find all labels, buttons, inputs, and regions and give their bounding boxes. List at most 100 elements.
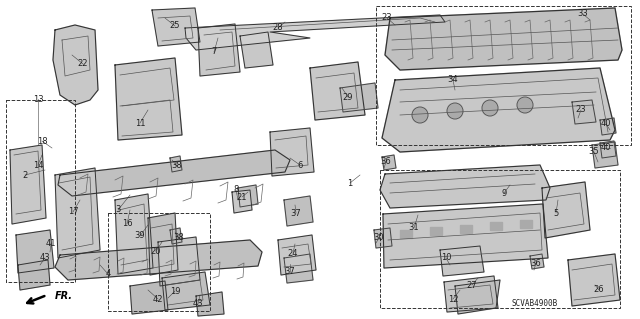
Polygon shape [115,58,182,140]
Circle shape [517,97,533,113]
Polygon shape [382,155,396,170]
Bar [520,220,532,228]
Text: 16: 16 [122,219,132,228]
Text: 33: 33 [578,10,588,19]
Polygon shape [568,254,620,306]
Circle shape [412,107,428,123]
Polygon shape [10,145,46,224]
Polygon shape [162,272,210,310]
Bar [430,227,442,235]
Text: 40: 40 [601,120,611,129]
Polygon shape [284,196,313,226]
Text: 43: 43 [40,254,51,263]
Text: FR.: FR. [55,291,73,301]
Polygon shape [600,141,616,158]
Polygon shape [382,68,615,152]
Text: 31: 31 [409,224,419,233]
Polygon shape [53,25,98,105]
Text: 35: 35 [589,147,599,157]
Bar [400,230,412,238]
Bar [380,170,620,308]
Polygon shape [240,32,273,68]
Text: SCVAB4900B: SCVAB4900B [511,300,557,308]
Text: 40: 40 [601,144,611,152]
Polygon shape [158,237,200,286]
Polygon shape [383,204,548,268]
Text: 21: 21 [237,192,247,202]
Polygon shape [455,280,500,314]
Text: 43: 43 [193,300,204,308]
Polygon shape [542,182,590,238]
Bar [460,225,472,233]
Polygon shape [185,15,445,50]
Polygon shape [55,240,262,280]
Polygon shape [170,228,182,244]
Text: 25: 25 [170,21,180,31]
Text: 23: 23 [576,106,586,115]
Text: 3: 3 [115,205,121,214]
Bar [108,213,210,311]
Text: 4: 4 [106,270,111,278]
Text: 14: 14 [33,160,44,169]
Polygon shape [592,142,618,168]
Text: 20: 20 [151,247,161,256]
Polygon shape [530,254,544,269]
Text: 37: 37 [291,209,301,218]
Text: 37: 37 [285,268,296,277]
Polygon shape [196,292,224,316]
Text: 9: 9 [501,189,507,197]
Text: 39: 39 [134,232,145,241]
Text: 36: 36 [531,258,541,268]
Text: 27: 27 [467,280,477,290]
Text: 5: 5 [554,209,559,218]
Text: 7: 7 [211,48,217,56]
Polygon shape [16,230,54,273]
Polygon shape [130,281,168,314]
Text: 8: 8 [234,186,239,195]
Text: 11: 11 [135,118,145,128]
Text: 12: 12 [448,294,458,303]
Text: 1: 1 [348,179,353,188]
Polygon shape [600,118,616,135]
Polygon shape [440,246,484,276]
Polygon shape [148,213,178,275]
Text: 38: 38 [172,161,182,170]
Polygon shape [572,100,596,124]
Bar [6,100,75,282]
Polygon shape [374,228,392,248]
Text: 42: 42 [153,294,163,303]
Text: 24: 24 [288,249,298,257]
Polygon shape [284,254,313,283]
Text: 30: 30 [374,234,384,242]
Polygon shape [55,168,100,258]
Polygon shape [18,260,50,290]
Bar [376,6,631,145]
Polygon shape [310,62,365,120]
Text: 26: 26 [594,286,604,294]
Circle shape [482,100,498,116]
Text: 13: 13 [33,94,44,103]
Text: 6: 6 [298,160,303,169]
Polygon shape [115,194,153,274]
Polygon shape [444,276,498,312]
Text: 41: 41 [45,239,56,248]
Text: 28: 28 [273,24,284,33]
Text: 18: 18 [36,137,47,145]
Text: 19: 19 [170,286,180,295]
Polygon shape [340,83,378,112]
Polygon shape [380,165,550,208]
Circle shape [447,103,463,119]
Text: 29: 29 [343,93,353,101]
Polygon shape [152,8,200,46]
Polygon shape [170,156,182,172]
Polygon shape [238,185,258,207]
Text: 38: 38 [173,234,184,242]
Text: 36: 36 [381,158,392,167]
Polygon shape [58,150,290,196]
Text: 22: 22 [77,60,88,69]
Text: 17: 17 [68,207,78,217]
Polygon shape [385,8,622,70]
Text: 34: 34 [448,76,458,85]
Polygon shape [232,190,252,213]
Polygon shape [270,128,314,176]
